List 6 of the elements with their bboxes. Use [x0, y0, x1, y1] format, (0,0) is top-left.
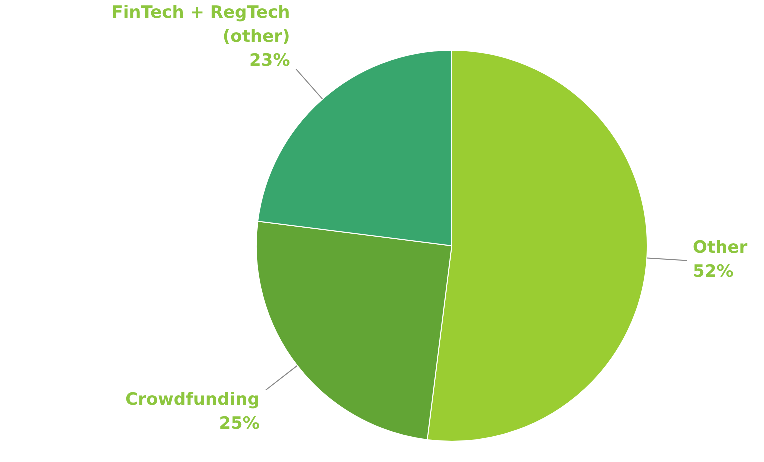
slice-label: FinTech + RegTech (other) [112, 2, 290, 47]
data-label: 23% [250, 50, 290, 71]
data-label: 25% [219, 414, 260, 434]
slice-label: Crowdfunding [126, 390, 260, 410]
slice-label: Other [693, 238, 748, 258]
data-label: 52% [693, 262, 734, 282]
